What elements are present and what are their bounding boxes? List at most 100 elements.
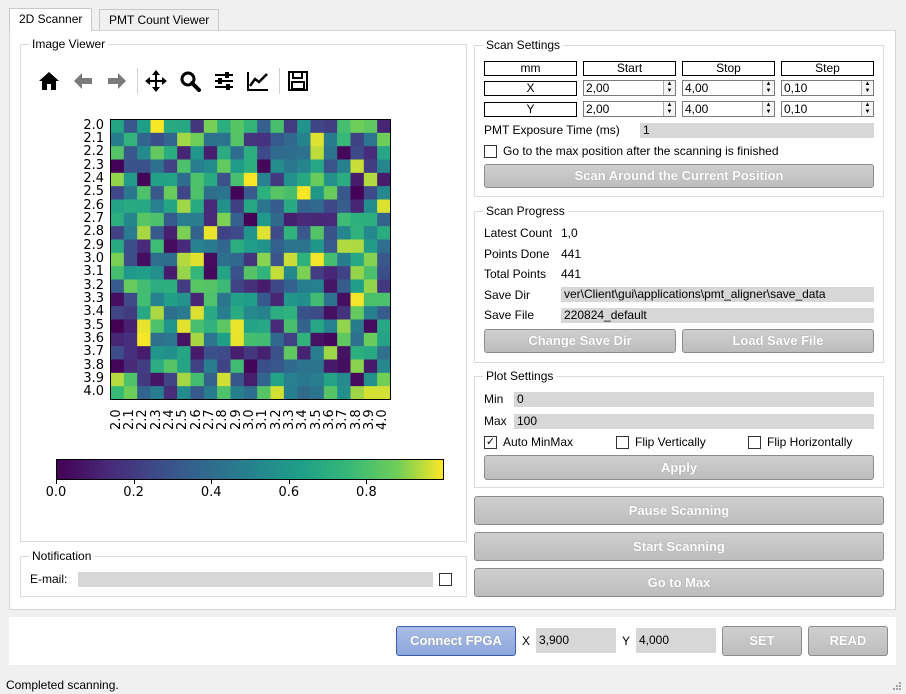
- heatmap-cell: [190, 186, 205, 200]
- configure-subplots-icon[interactable]: [211, 68, 237, 94]
- heatmap-cell: [110, 186, 125, 200]
- spin-arrows-icon[interactable]: ▲ ▼: [663, 102, 675, 116]
- spin-arrows-icon[interactable]: ▲ ▼: [663, 81, 675, 95]
- edit-axis-icon[interactable]: [245, 68, 271, 94]
- flip-horizontally-checkbox[interactable]: [748, 436, 761, 449]
- email-enable-checkbox[interactable]: [439, 573, 452, 586]
- heatmap-cell: [297, 372, 311, 387]
- heatmap-cell: [110, 212, 125, 227]
- x-stop-value: 4,00: [685, 81, 709, 95]
- heatmap-cell: [270, 252, 285, 267]
- heatmap-plot: [110, 119, 391, 400]
- y-step-spinbox[interactable]: 0,10 ▲ ▼: [781, 101, 874, 117]
- heatmap-cell: [270, 186, 285, 200]
- heatmap-cell: [297, 212, 311, 227]
- heatmap-cell: [243, 119, 258, 134]
- zoom-icon[interactable]: [177, 68, 203, 94]
- heatmap-cell: [323, 372, 338, 387]
- heatmap-cell: [177, 346, 191, 360]
- heatmap-cell: [377, 132, 391, 147]
- heatmap-cell: [123, 199, 138, 214]
- home-icon[interactable]: [36, 68, 62, 94]
- tab-pmt-count-viewer[interactable]: PMT Count Viewer: [99, 9, 220, 30]
- y-stop-spinbox[interactable]: 4,00 ▲ ▼: [682, 101, 775, 117]
- heatmap-cell: [190, 332, 205, 347]
- heatmap-cell: [163, 372, 178, 387]
- x-position-field[interactable]: 3,900: [536, 628, 616, 653]
- heatmap-cell: [150, 252, 165, 267]
- y-position-field[interactable]: 4,000: [636, 628, 716, 653]
- heatmap-cell: [363, 332, 378, 347]
- colorbar-tick-mark: [211, 480, 213, 484]
- save-dir-field[interactable]: ver\Client\gui\applications\pmt_aligner\…: [561, 287, 874, 302]
- row-y-label: Y: [484, 102, 577, 117]
- pan-icon[interactable]: [143, 68, 169, 94]
- heatmap-cell: [150, 306, 165, 320]
- scan-around-button[interactable]: Scan Around the Current Position: [484, 164, 874, 188]
- spin-arrows-icon[interactable]: ▲ ▼: [861, 81, 873, 95]
- scan-settings-title: Scan Settings: [483, 38, 564, 52]
- spin-arrows-icon[interactable]: ▲ ▼: [762, 102, 774, 116]
- colorbar-tick-label: 0.4: [200, 485, 222, 500]
- heatmap-cell: [243, 146, 258, 160]
- start-scanning-button[interactable]: Start Scanning: [474, 532, 884, 561]
- email-field[interactable]: [78, 572, 433, 587]
- x-stop-spinbox[interactable]: 4,00 ▲ ▼: [682, 80, 775, 96]
- connect-fpga-button[interactable]: Connect FPGA: [396, 626, 516, 656]
- load-save-file-button[interactable]: Load Save File: [682, 329, 874, 353]
- back-arrow-icon[interactable]: [70, 68, 96, 94]
- save-dir-label: Save Dir: [484, 288, 531, 302]
- heatmap-cell: [203, 159, 218, 174]
- heatmap-cell: [283, 386, 298, 400]
- heatmap-cell: [270, 199, 285, 214]
- read-button[interactable]: READ: [808, 626, 888, 656]
- set-button[interactable]: SET: [722, 626, 802, 656]
- heatmap-cell: [190, 132, 205, 147]
- heatmap-cell: [123, 159, 138, 174]
- heatmap-cell: [150, 132, 165, 147]
- heatmap-cell: [243, 226, 258, 240]
- heatmap-cell: [310, 132, 325, 147]
- heatmap-cell: [337, 239, 351, 254]
- forward-arrow-icon[interactable]: [104, 68, 130, 94]
- min-field[interactable]: 0: [514, 392, 874, 407]
- exposure-field[interactable]: 1: [640, 123, 874, 138]
- heatmap-cell: [177, 306, 191, 320]
- x-tick-label: 4.0: [375, 409, 391, 430]
- heatmap-cell: [230, 212, 245, 227]
- heatmap-cell: [203, 319, 218, 334]
- save-file-field[interactable]: 220824_default: [561, 308, 874, 323]
- pause-scanning-button[interactable]: Pause Scanning: [474, 496, 884, 525]
- heatmap-cell: [337, 132, 351, 147]
- goto-max-checkbox[interactable]: [484, 145, 497, 158]
- heatmap-cell: [310, 332, 325, 347]
- spin-arrows-icon[interactable]: ▲ ▼: [762, 81, 774, 95]
- max-field[interactable]: 100: [514, 414, 874, 429]
- x-step-spinbox[interactable]: 0,10 ▲ ▼: [781, 80, 874, 96]
- heatmap-cell: [283, 292, 298, 307]
- heatmap-cell: [217, 239, 231, 254]
- auto-minmax-checkbox[interactable]: ✓: [484, 436, 497, 449]
- heatmap-cell: [283, 279, 298, 294]
- tab-2d-scanner[interactable]: 2D Scanner: [9, 8, 93, 31]
- heatmap-cell: [243, 252, 258, 267]
- save-icon[interactable]: [285, 68, 311, 94]
- y-position-label: Y: [622, 634, 631, 648]
- heatmap-cell: [150, 212, 165, 227]
- heatmap-cell: [123, 346, 138, 360]
- heatmap-cell: [257, 279, 271, 294]
- apply-button[interactable]: Apply: [484, 455, 874, 480]
- heatmap-cell: [243, 386, 258, 400]
- y-start-spinbox[interactable]: 2,00 ▲ ▼: [583, 101, 676, 117]
- flip-vertically-checkbox[interactable]: [616, 436, 629, 449]
- heatmap-cell: [323, 386, 338, 400]
- spin-arrows-icon[interactable]: ▲ ▼: [861, 102, 873, 116]
- heatmap-cell: [377, 252, 391, 267]
- go-to-max-button[interactable]: Go to Max: [474, 568, 884, 597]
- change-save-dir-button[interactable]: Change Save Dir: [484, 329, 676, 353]
- heatmap-cell: [110, 292, 125, 307]
- x-start-spinbox[interactable]: 2,00 ▲ ▼: [583, 80, 676, 96]
- resize-grip-icon[interactable]: [892, 680, 902, 690]
- heatmap-cell: [350, 239, 365, 254]
- heatmap-cell: [190, 292, 205, 307]
